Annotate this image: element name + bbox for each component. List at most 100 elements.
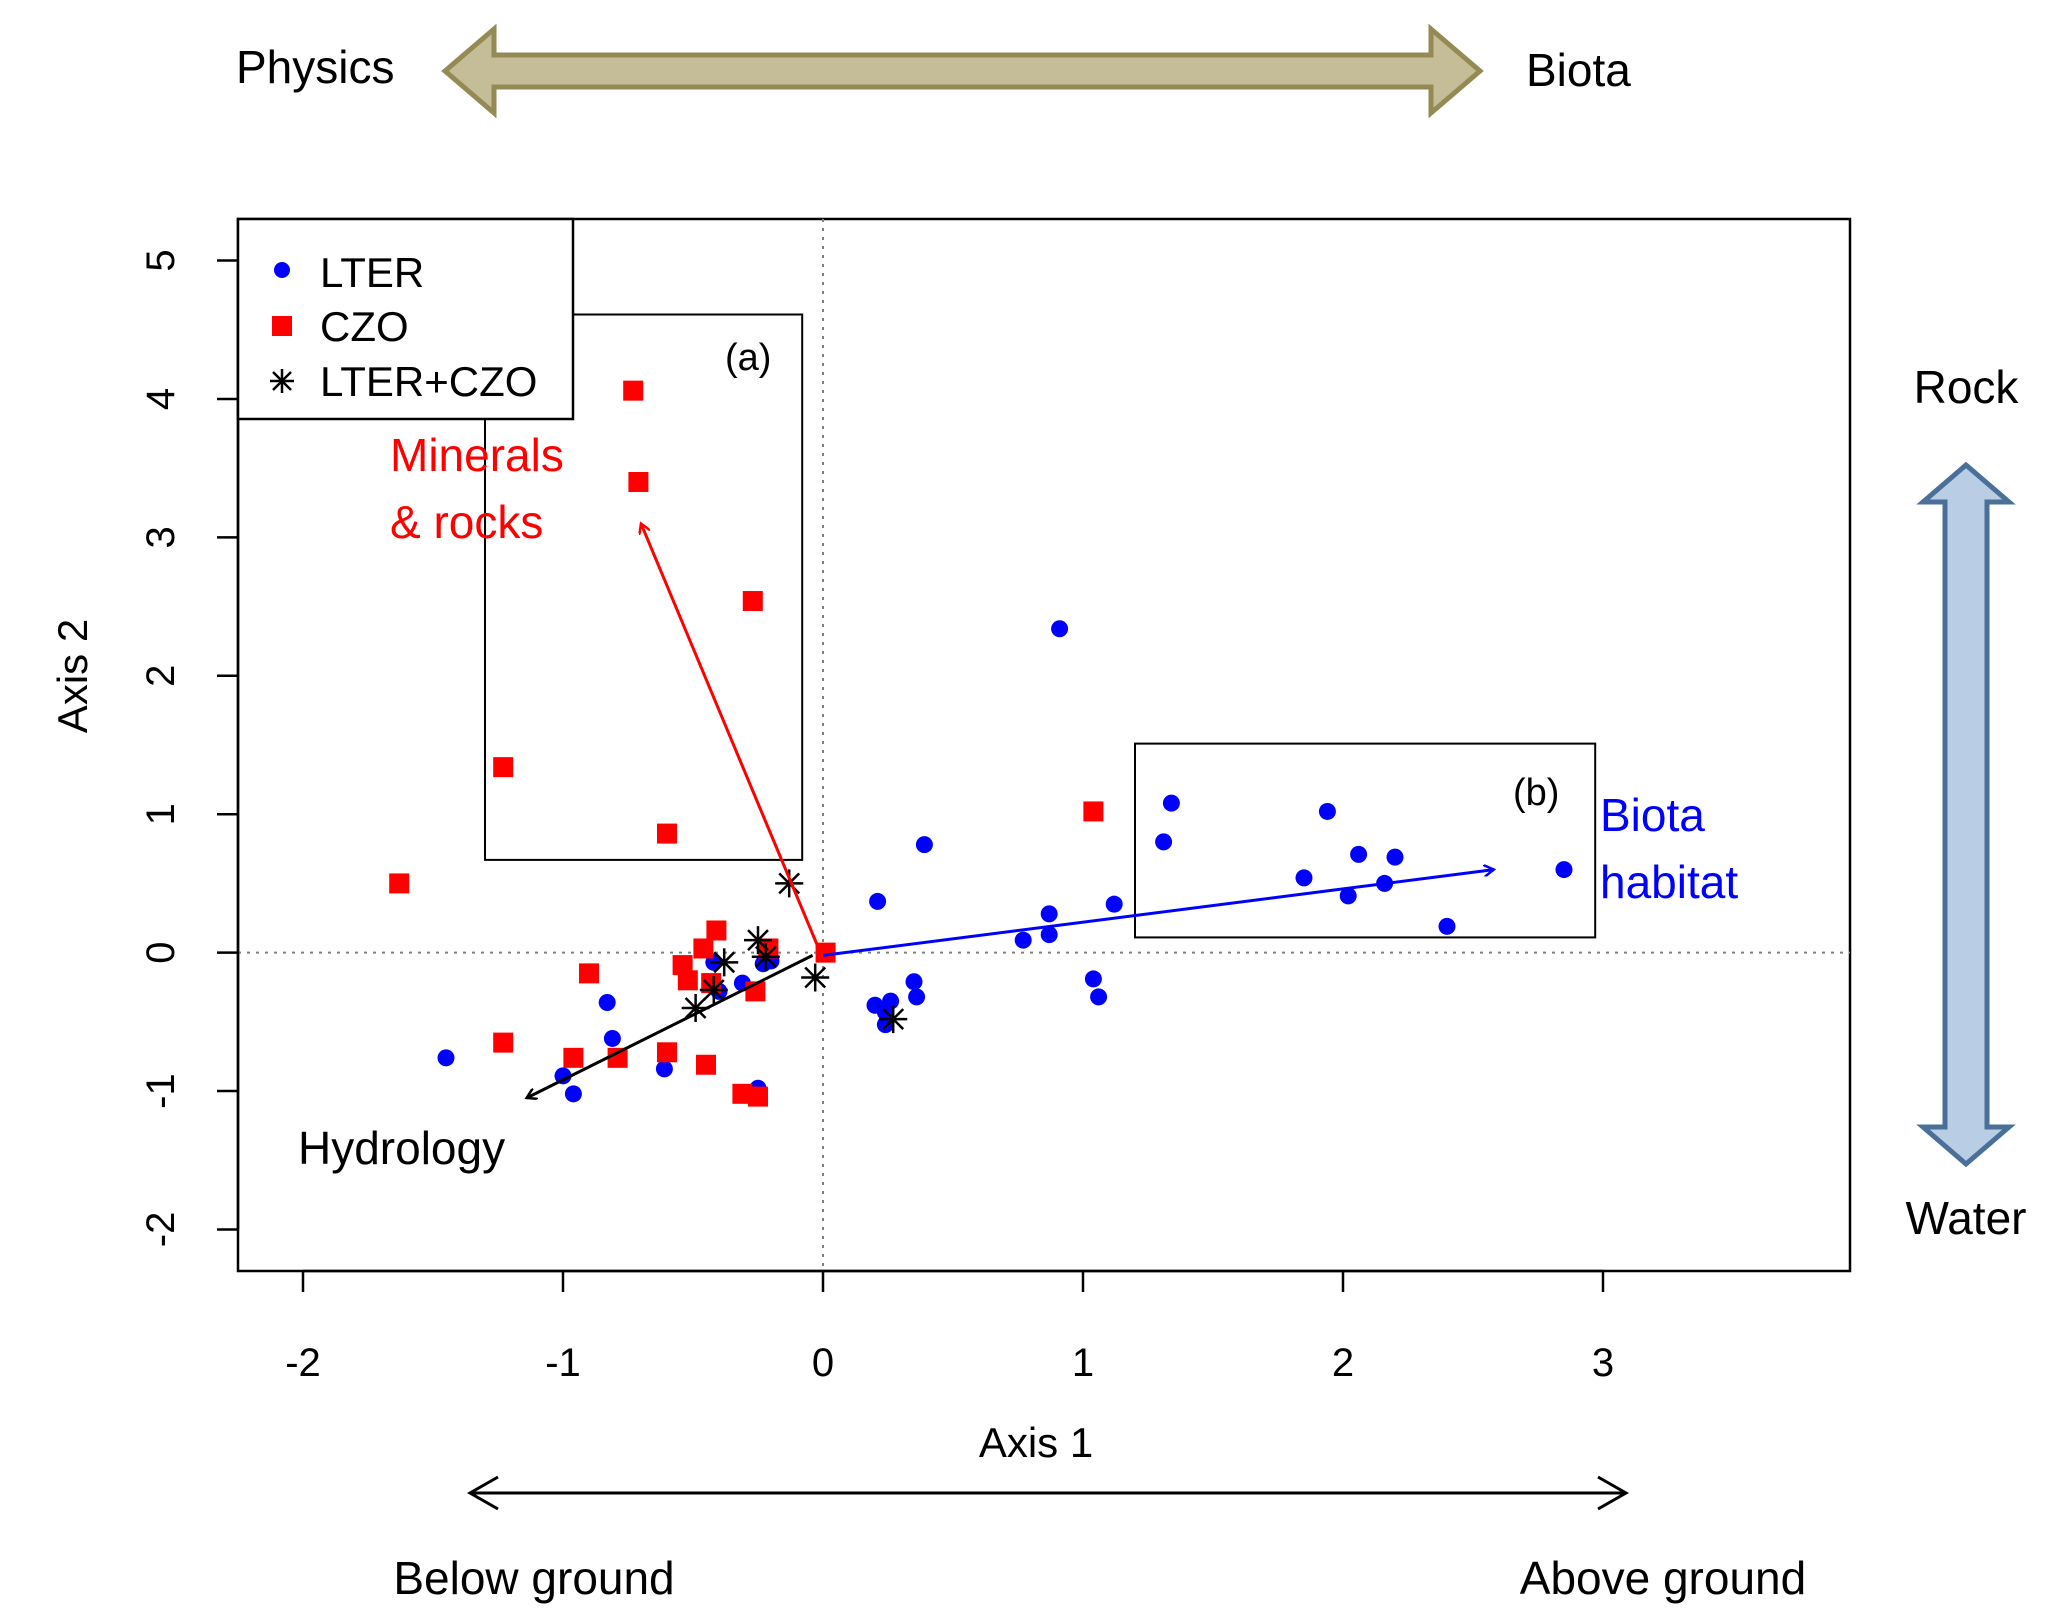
minerals-label-line1: Minerals (390, 429, 564, 481)
lter-point (876, 1016, 894, 1034)
legend-lter-label: LTER (320, 249, 424, 296)
lter-point (1105, 895, 1123, 913)
asterisk-stroke (713, 951, 736, 974)
x-axis-title: Axis 1 (979, 1419, 1093, 1466)
czo-point (657, 823, 677, 844)
x-tick-label: 1 (1072, 1341, 1094, 1385)
asterisk-stroke (804, 966, 827, 989)
lter-point (598, 993, 616, 1011)
asterisk-stroke (747, 929, 769, 952)
czo-point (493, 1032, 514, 1053)
x-tick-label: 2 (1332, 1341, 1354, 1385)
lter-point (655, 1060, 673, 1078)
lter-czo-point (801, 963, 830, 992)
x-tick-label: 3 (1592, 1341, 1614, 1385)
lter-point (908, 988, 926, 1006)
legend-czo-label: CZO (320, 303, 409, 350)
lter-point (1555, 861, 1573, 879)
rock-label: Rock (1914, 361, 2020, 413)
lter-point (1295, 869, 1313, 887)
lter-point (437, 1049, 455, 1067)
czo-point (1083, 801, 1104, 822)
lter-point (1040, 905, 1058, 923)
lter-point (869, 892, 887, 910)
y-axis: -2 -1 0 1 2 3 4 5 (139, 249, 240, 1248)
lter-point (905, 973, 923, 991)
asterisk-stroke (702, 979, 725, 1001)
czo-point (672, 955, 693, 976)
czo-point (693, 938, 714, 959)
asterisk-stroke (684, 997, 707, 1019)
legend-lter-czo-marker (270, 369, 294, 393)
czo-point (579, 963, 599, 984)
lter-point (1339, 887, 1357, 905)
legend: LTER CZO LTER+CZO (236, 217, 575, 421)
y-axis-title: Axis 2 (49, 619, 96, 733)
minerals-label-line2: & rocks (390, 496, 543, 548)
y-tick-label: -2 (139, 1212, 183, 1248)
czo-point (493, 757, 514, 778)
y-tick-label: 1 (139, 803, 183, 825)
czo-point (815, 942, 836, 963)
lter-point (1350, 845, 1368, 863)
highlight-box-a (484, 313, 804, 861)
czo-point (389, 873, 410, 894)
legend-box (236, 217, 575, 421)
water-label: Water (1906, 1192, 2027, 1244)
czo-point (607, 1047, 628, 1068)
czo-point (706, 920, 727, 941)
czo-point (563, 1047, 584, 1068)
rock-water-arrow (1916, 461, 2016, 1168)
data-points (389, 380, 1573, 1107)
legend-czo-marker (272, 316, 292, 336)
y-tick-label: 5 (139, 249, 183, 271)
below-ground-label: Below ground (393, 1552, 674, 1604)
biota-habitat-label-line2: habitat (1600, 856, 1738, 908)
biota-label: Biota (1526, 44, 1631, 96)
czo-point (623, 380, 644, 401)
y-tick-label: -1 (139, 1073, 183, 1109)
box-b-label: (b) (1513, 772, 1559, 814)
x-axis: -2 -1 0 1 2 3 (285, 1269, 1614, 1385)
box-a-label: (a) (725, 337, 771, 379)
y-tick-label: 4 (139, 388, 183, 410)
lter-point (1014, 931, 1032, 949)
lter-point (1438, 917, 1456, 935)
y-tick-label: 2 (139, 665, 183, 687)
lter-point (1040, 926, 1058, 944)
asterisk-stroke (778, 872, 801, 895)
lter-point (564, 1085, 582, 1103)
legend-lter-marker (274, 262, 290, 278)
x-tick-label: 0 (812, 1341, 834, 1385)
czo-point (628, 472, 649, 492)
lter-czo-point (710, 948, 739, 977)
minerals-rocks-vector (641, 524, 822, 954)
lter-point (1386, 848, 1404, 866)
lter-czo-point (775, 869, 804, 898)
highlight-boxes (484, 313, 1597, 939)
highlight-box-b (1134, 742, 1597, 939)
lter-czo-point (751, 942, 780, 971)
lter-point (1162, 794, 1180, 812)
lter-point (1084, 970, 1102, 988)
lter-point (603, 1029, 621, 1047)
hydrology-vector (527, 954, 814, 1098)
czo-point (748, 1086, 768, 1107)
y-tick-label: 0 (139, 942, 183, 964)
lter-point (915, 836, 933, 854)
lter-point (554, 1067, 572, 1085)
x-tick-label: -1 (545, 1341, 581, 1385)
physics-biota-arrow (441, 23, 1484, 119)
czo-point (657, 1042, 677, 1063)
biota-habitat-vector (822, 870, 1494, 957)
lter-point (1155, 833, 1173, 851)
lter-czo-point (699, 976, 728, 1005)
below-above-arrow (466, 1475, 1630, 1511)
lter-point (1051, 620, 1069, 638)
czo-point (742, 591, 763, 612)
czo-point (696, 1054, 716, 1075)
lter-czo-point (879, 1005, 908, 1034)
asterisk-stroke (754, 945, 777, 968)
lter-point (1090, 988, 1108, 1006)
